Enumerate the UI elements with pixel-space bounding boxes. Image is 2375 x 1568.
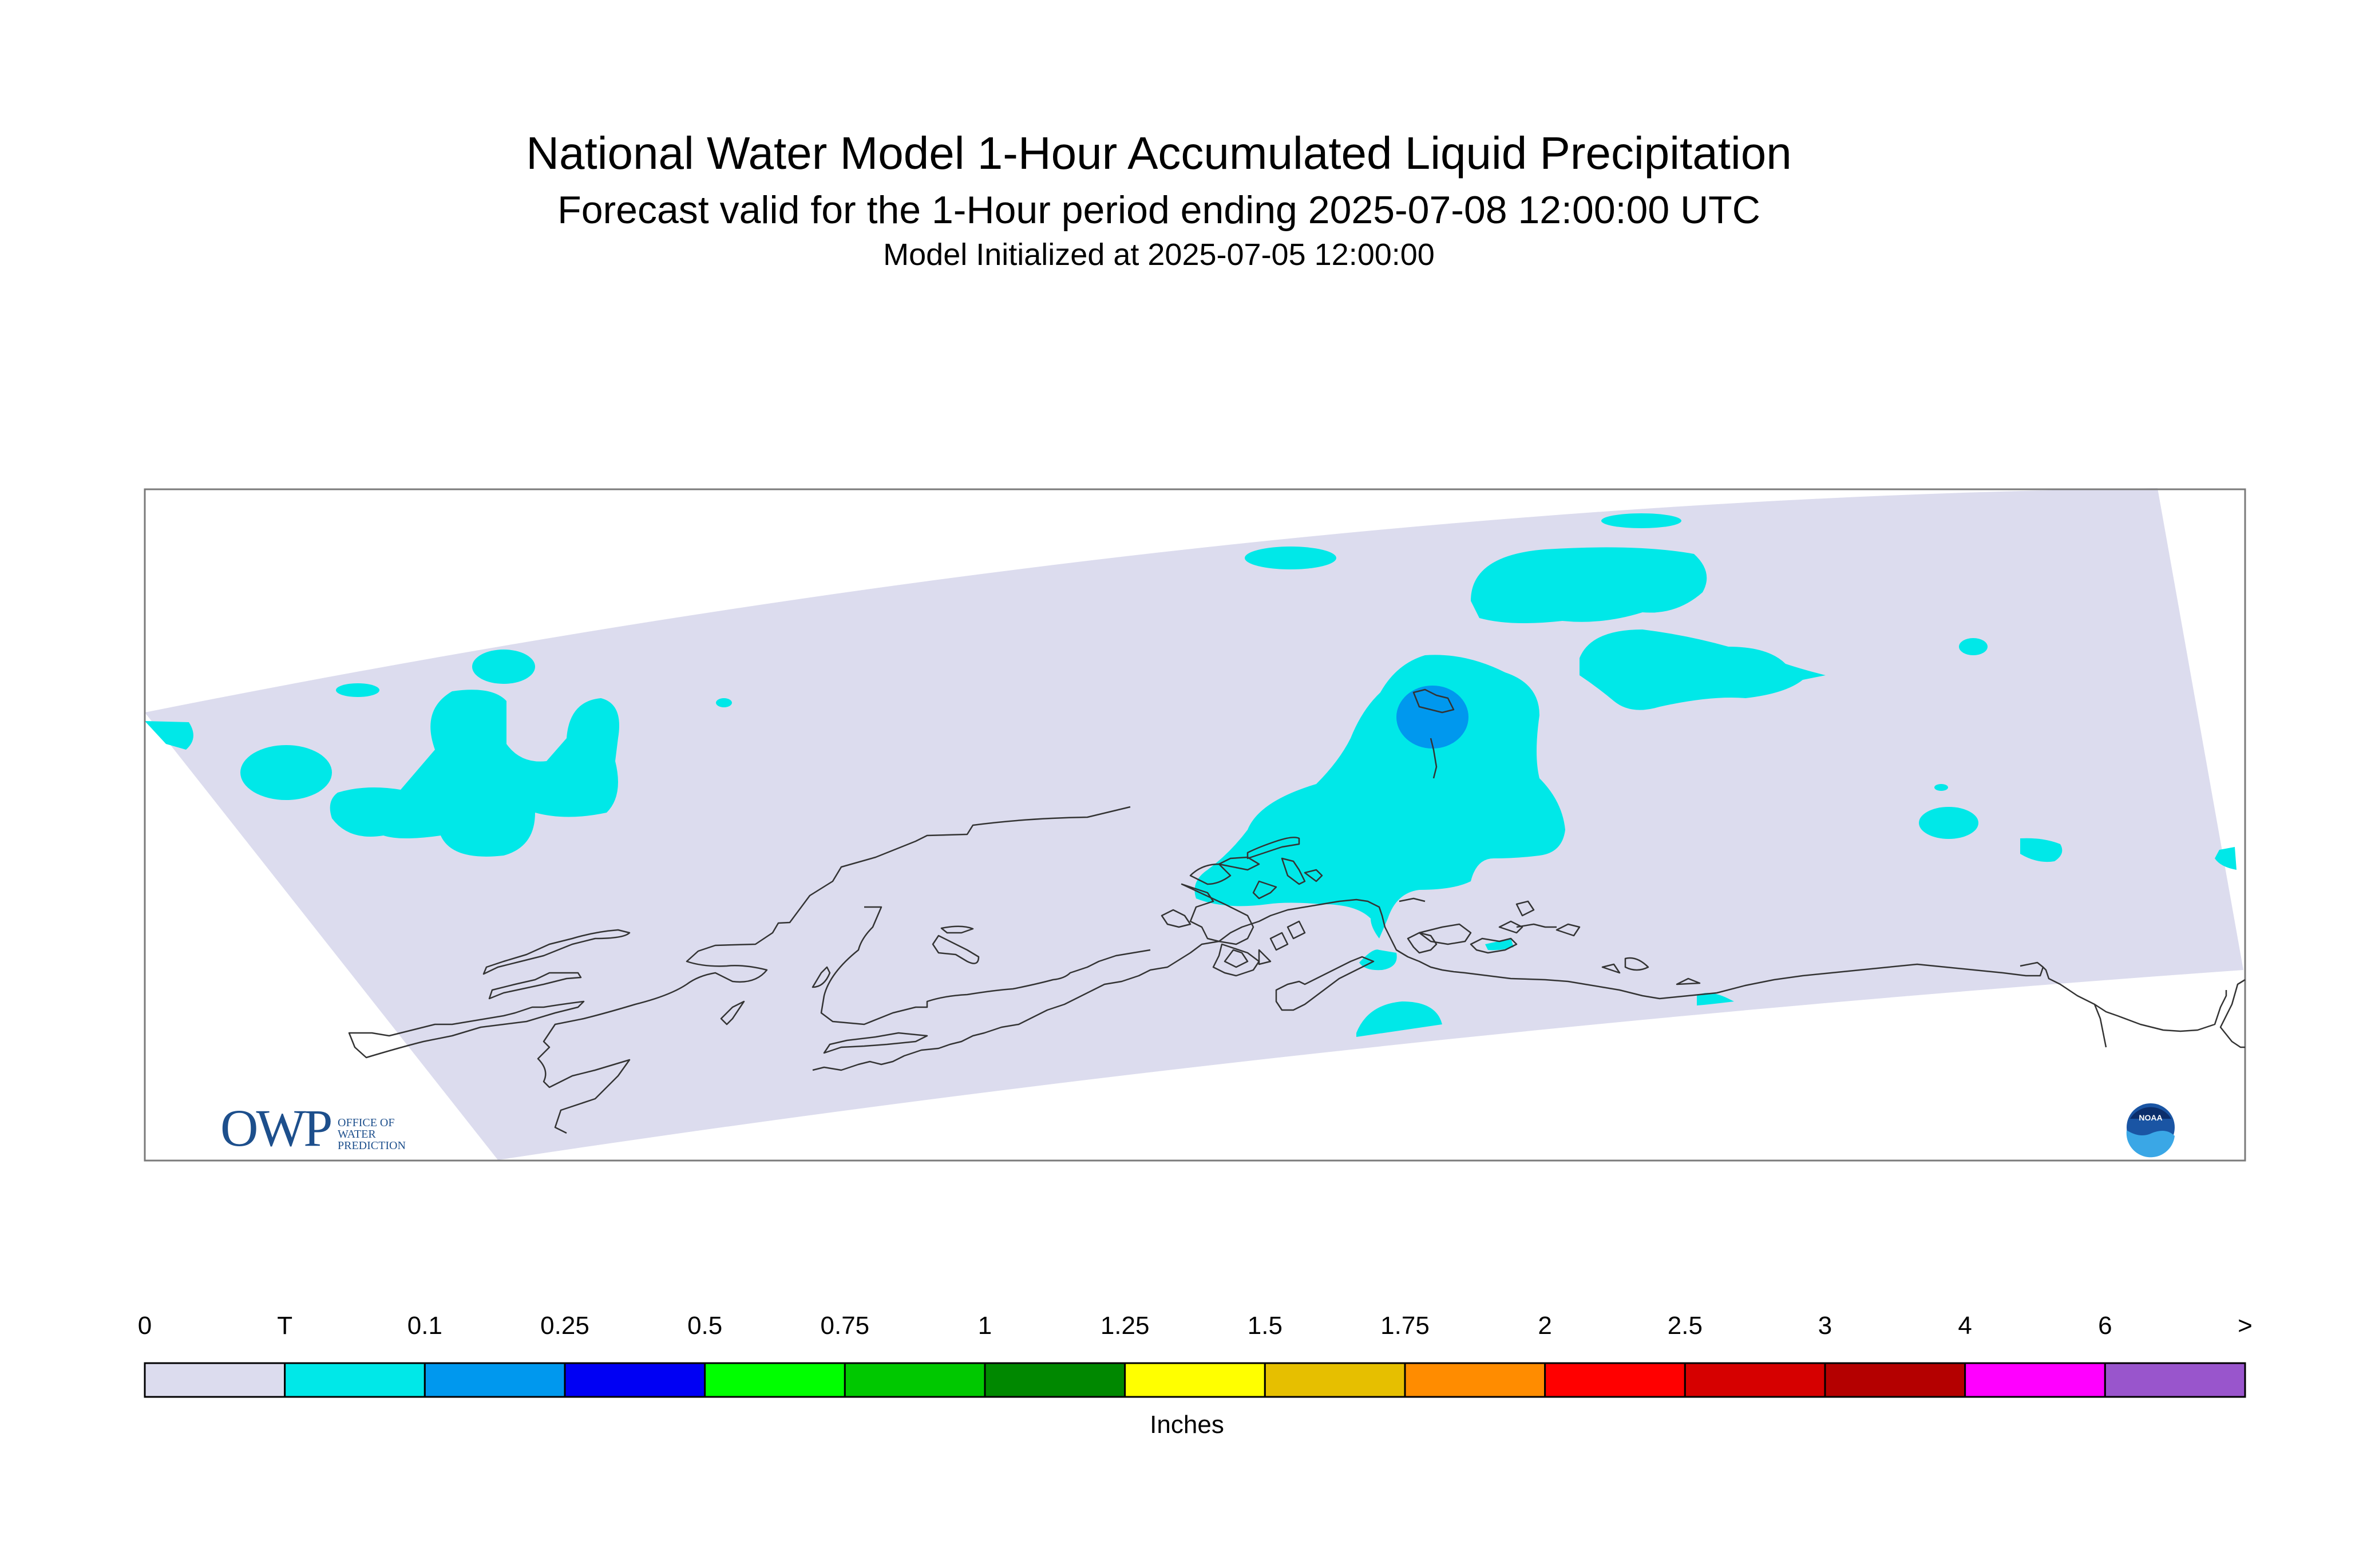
colorbar-tick-label: 0.75 [820, 1312, 870, 1340]
colorbar-tick-label: T [277, 1312, 293, 1340]
colorbar-cell [1404, 1362, 1546, 1398]
owp-logo-text-1: OFFICE OF [338, 1116, 395, 1129]
colorbar [144, 1362, 2246, 1398]
owp-logo-text-3: PREDICTION [338, 1139, 406, 1152]
colorbar-tick-label: 0 [137, 1312, 152, 1340]
colorbar-cell [423, 1362, 566, 1398]
colorbar-units-label: Inches [1150, 1411, 1224, 1439]
colorbar-tick-label: 1.25 [1100, 1312, 1150, 1340]
colorbar-tick-label: 1 [977, 1312, 992, 1340]
colorbar-cell [1964, 1362, 2106, 1398]
map-title: National Water Model 1-Hour Accumulated … [526, 128, 1792, 179]
noaa-logo-text: NOAA [2139, 1113, 2162, 1122]
noaa-logo-icon: NOAA [2126, 1103, 2175, 1158]
colorbar-cell [144, 1362, 286, 1398]
light-precip-areas [1396, 686, 1468, 749]
colorbar-cell [1544, 1362, 1686, 1398]
colorbar-tick-label: > [2238, 1312, 2253, 1340]
colorbar-tick-label: 1.75 [1380, 1312, 1430, 1340]
colorbar-tick-label: 2.5 [1667, 1312, 1703, 1340]
colorbar-cell [1264, 1362, 1406, 1398]
forecast-valid-subtitle: Forecast valid for the 1-Hour period end… [557, 188, 1760, 232]
colorbar-tick-label: 2 [1538, 1312, 1552, 1340]
owp-logo-text-2: WATER [338, 1128, 376, 1141]
colorbar-tick-label: 3 [1818, 1312, 1832, 1340]
colorbar-tick-label: 0.1 [407, 1312, 442, 1340]
colorbar-cell [844, 1362, 986, 1398]
colorbar-cell [2104, 1362, 2246, 1398]
colorbar-tick-label: 0.5 [687, 1312, 723, 1340]
owp-logo-icon: OWP [220, 1098, 332, 1158]
colorbar-cell [704, 1362, 846, 1398]
colorbar-cell [1824, 1362, 1966, 1398]
colorbar-tick-label: 6 [2098, 1312, 2112, 1340]
colorbar-tick-label: 1.5 [1247, 1312, 1282, 1340]
coastlines [348, 688, 2246, 1134]
map-frame [144, 488, 2246, 1162]
model-init-subtitle: Model Initialized at 2025-07-05 12:00:00 [883, 237, 1435, 272]
colorbar-cell [564, 1362, 706, 1398]
colorbar-cell [984, 1362, 1126, 1398]
colorbar-tick-label: 0.25 [540, 1312, 589, 1340]
trace-precip-areas [145, 513, 2237, 1037]
colorbar-cell [1684, 1362, 1826, 1398]
colorbar-frame [144, 1362, 2246, 1398]
owp-logo-mark: OWP [220, 1099, 332, 1157]
colorbar-cell [1124, 1362, 1266, 1398]
colorbar-tick-label: 4 [1958, 1312, 1972, 1340]
colorbar-cell [284, 1362, 426, 1398]
